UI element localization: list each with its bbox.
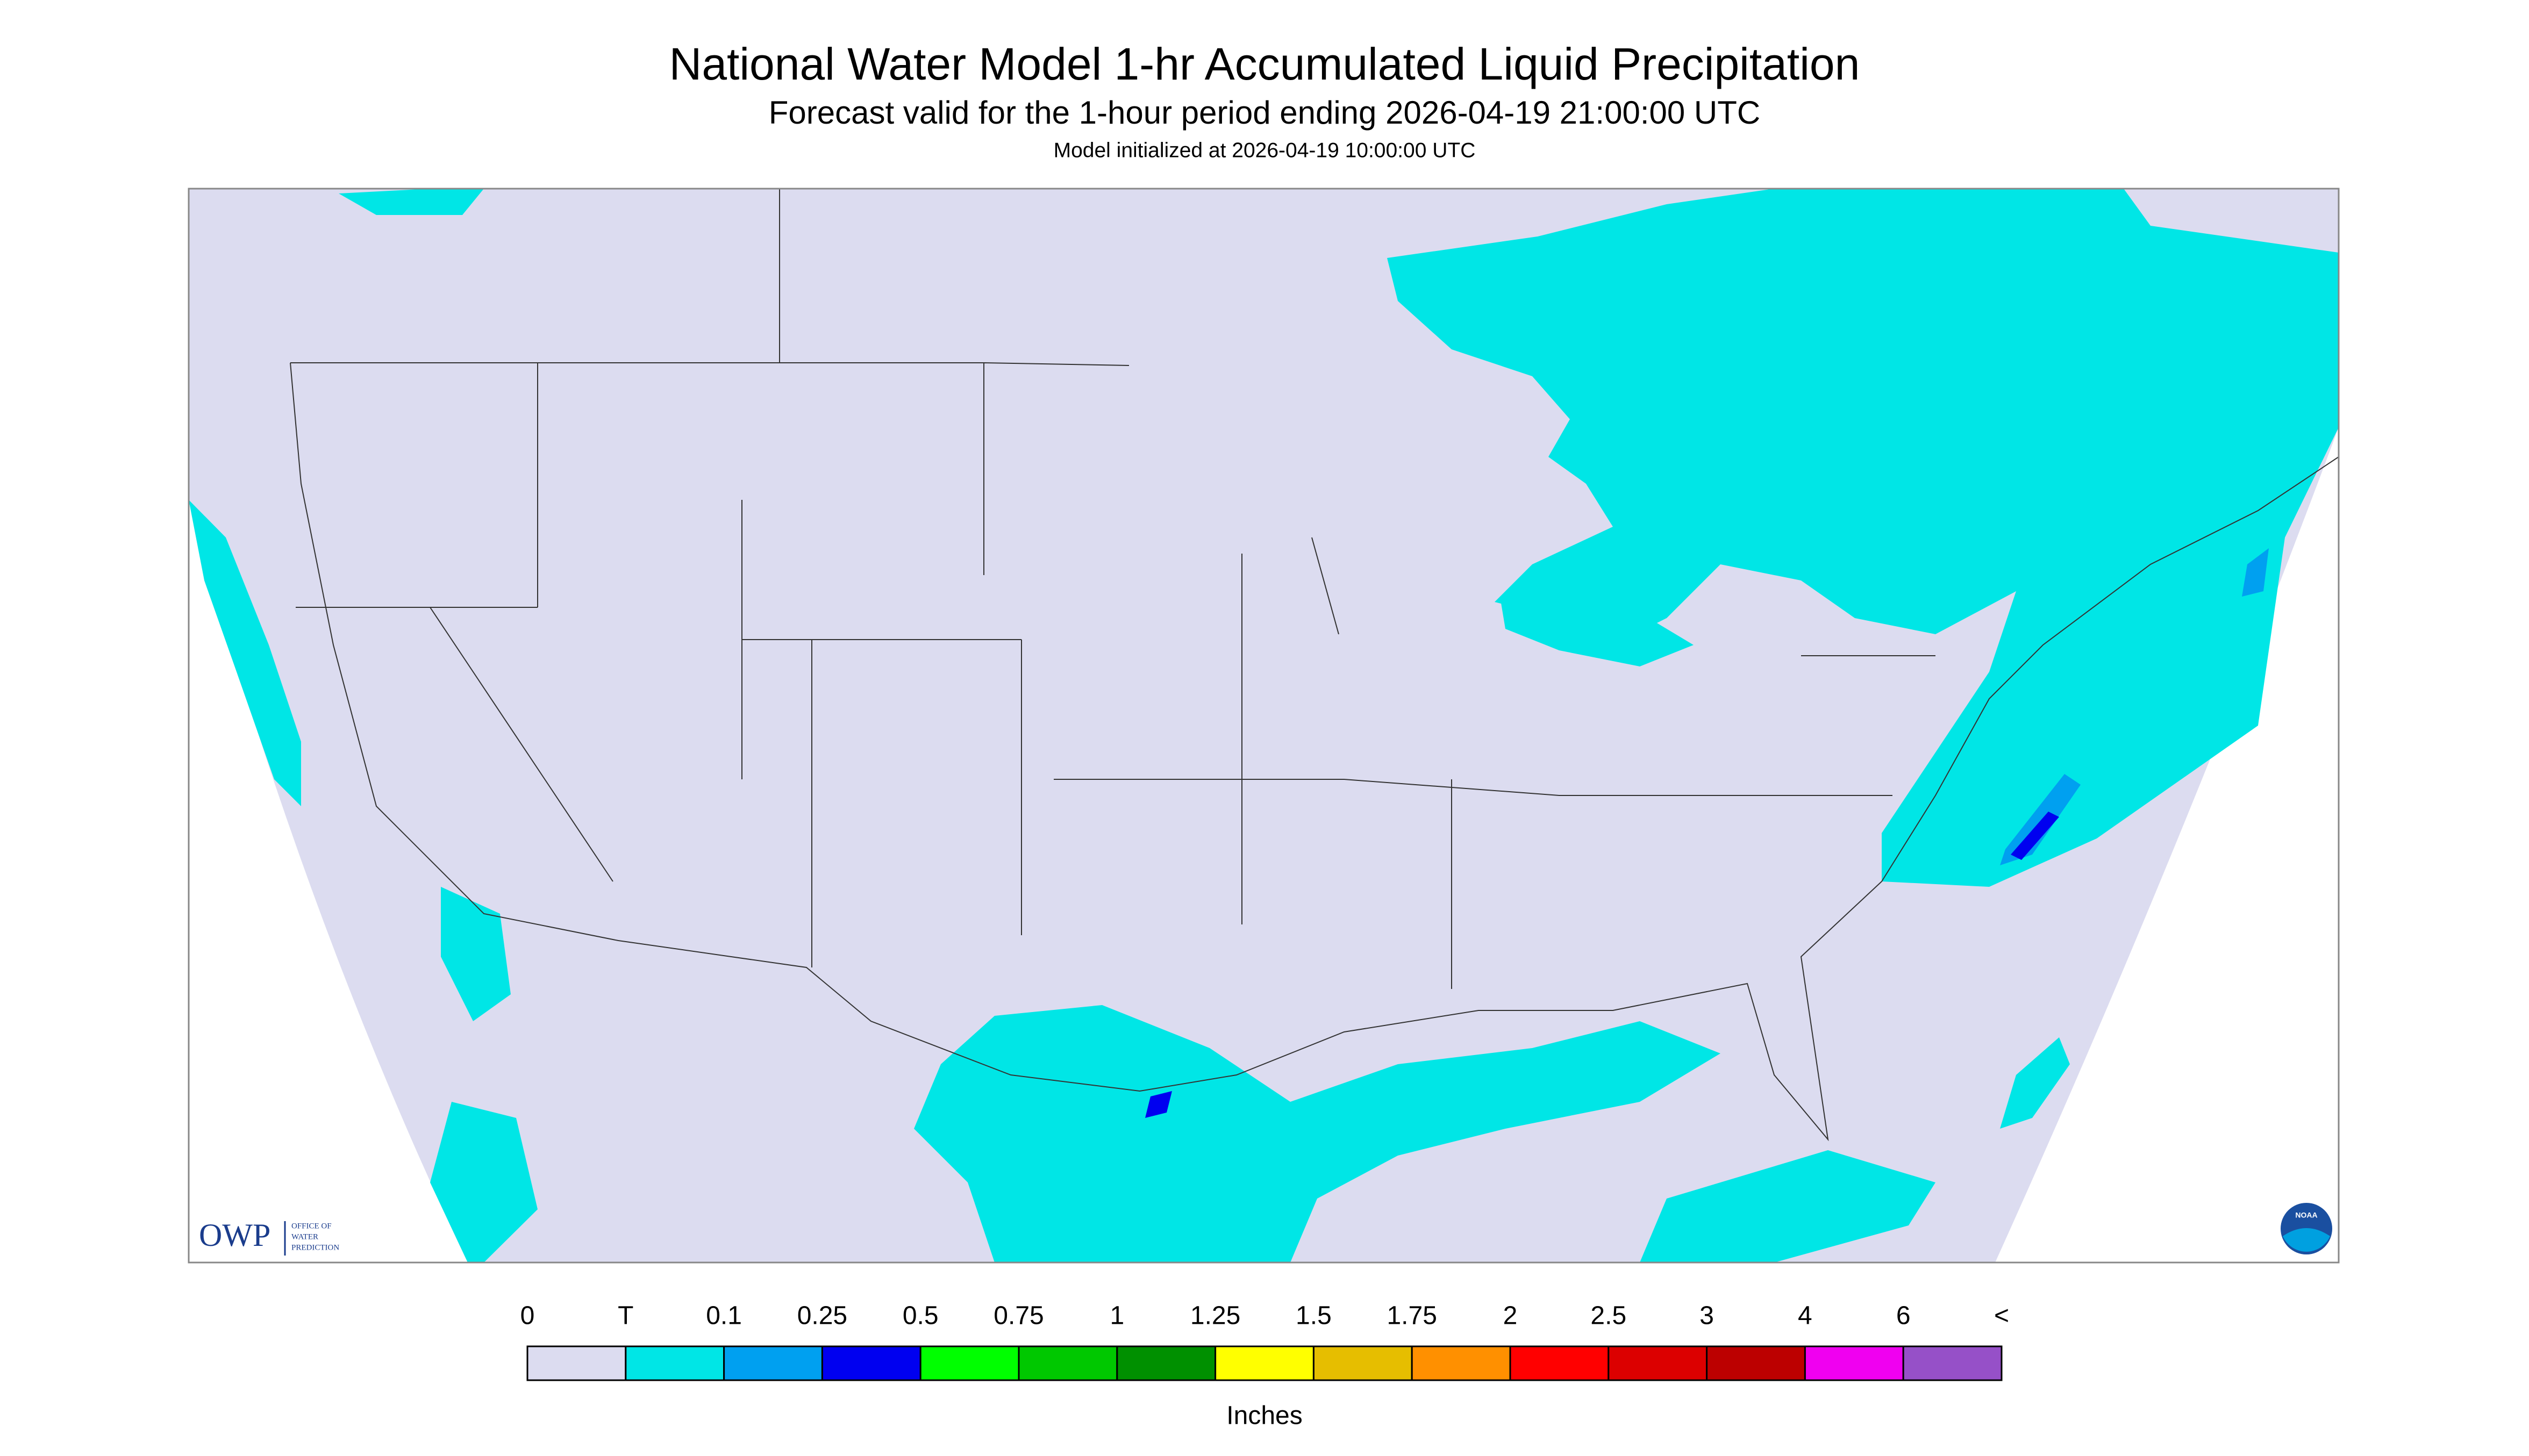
legend-label: 6 [1896,1302,1911,1330]
precip-light [189,189,2339,1263]
precip-heavy [1145,812,2059,1118]
legend-swatch [1608,1345,1708,1381]
precip-atlantic [2000,1037,2070,1129]
legend-label: 0.75 [994,1302,1044,1330]
precip-texas-core [1145,1091,1172,1118]
noaa-text: NOAA [2295,1211,2317,1220]
legend-swatch [1018,1345,1118,1381]
legend-label: 0.1 [706,1302,742,1330]
title: National Water Model 1-hr Accumulated Li… [669,39,1860,89]
legend-swatch [821,1345,921,1381]
legend-label: 1 [1110,1302,1124,1330]
map-frame [188,188,2340,1264]
legend-label: 3 [1699,1302,1714,1330]
legend-label: < [1994,1302,2009,1330]
subtitle: Forecast valid for the 1-hour period end… [769,95,1760,131]
legend-label: 4 [1798,1302,1812,1330]
precip-gulf [914,1005,1720,1263]
state-lines [290,189,1935,989]
precip-offshore [2000,774,2081,865]
legend-label: T [618,1302,633,1330]
precip-northeast [1387,189,2339,887]
legend-swatch [1411,1345,1511,1381]
precip-pacific-south [430,1102,538,1263]
legend-swatch [1902,1345,2003,1381]
logo-line: OFFICE OF [291,1222,332,1230]
precip-pacific-nw [189,500,301,806]
precip-canada-west [339,189,484,215]
precip-offshore-core [2011,812,2059,860]
legend-unit: Inches [1226,1402,1302,1430]
legend-swatch [1706,1345,1806,1381]
legend-label: 1.25 [1190,1302,1240,1330]
legend-swatch [1215,1345,1314,1381]
legend-swatch [723,1345,823,1381]
legend-label: 2 [1503,1302,1518,1330]
legend-label: 0.5 [903,1302,939,1330]
legend-swatch [625,1345,725,1381]
init-note: Model initialized at 2026-04-19 10:00:00… [1054,139,1476,162]
legend-swatch [1804,1345,1904,1381]
map: OWP OFFICE OF WATER PREDICTION NOAA [188,188,2340,1264]
legend-swatch [1509,1345,1610,1381]
legend-swatch [919,1345,1020,1381]
legend-swatch [1116,1345,1217,1381]
legend-label: 0 [520,1302,535,1330]
coastline [290,362,2339,1142]
logo-text: OWP [199,1217,270,1253]
legend-label: 2.5 [1590,1302,1626,1330]
logo-line: WATER [291,1232,318,1241]
precip-maine [2242,548,2269,597]
precip-baja [441,887,511,1021]
noaa-wave [2283,1228,2330,1252]
logo-line: PREDICTION [291,1243,339,1252]
legend-label: 0.25 [797,1302,847,1330]
legend-swatch [1312,1345,1413,1381]
precip-caribbean [1640,1150,1935,1263]
legend: 0 T 0.1 0.25 0.5 0.75 1 1.25 1.5 1.75 2 2.5 3 4 6 < [520,1302,2009,1381]
boundaries [290,189,2339,1142]
legend-label: 1.75 [1387,1302,1437,1330]
legend-swatch [526,1345,627,1381]
precip-moderate [2000,548,2269,865]
precip-great-lakes [1500,586,1694,666]
legend-label: 1.5 [1296,1302,1332,1330]
